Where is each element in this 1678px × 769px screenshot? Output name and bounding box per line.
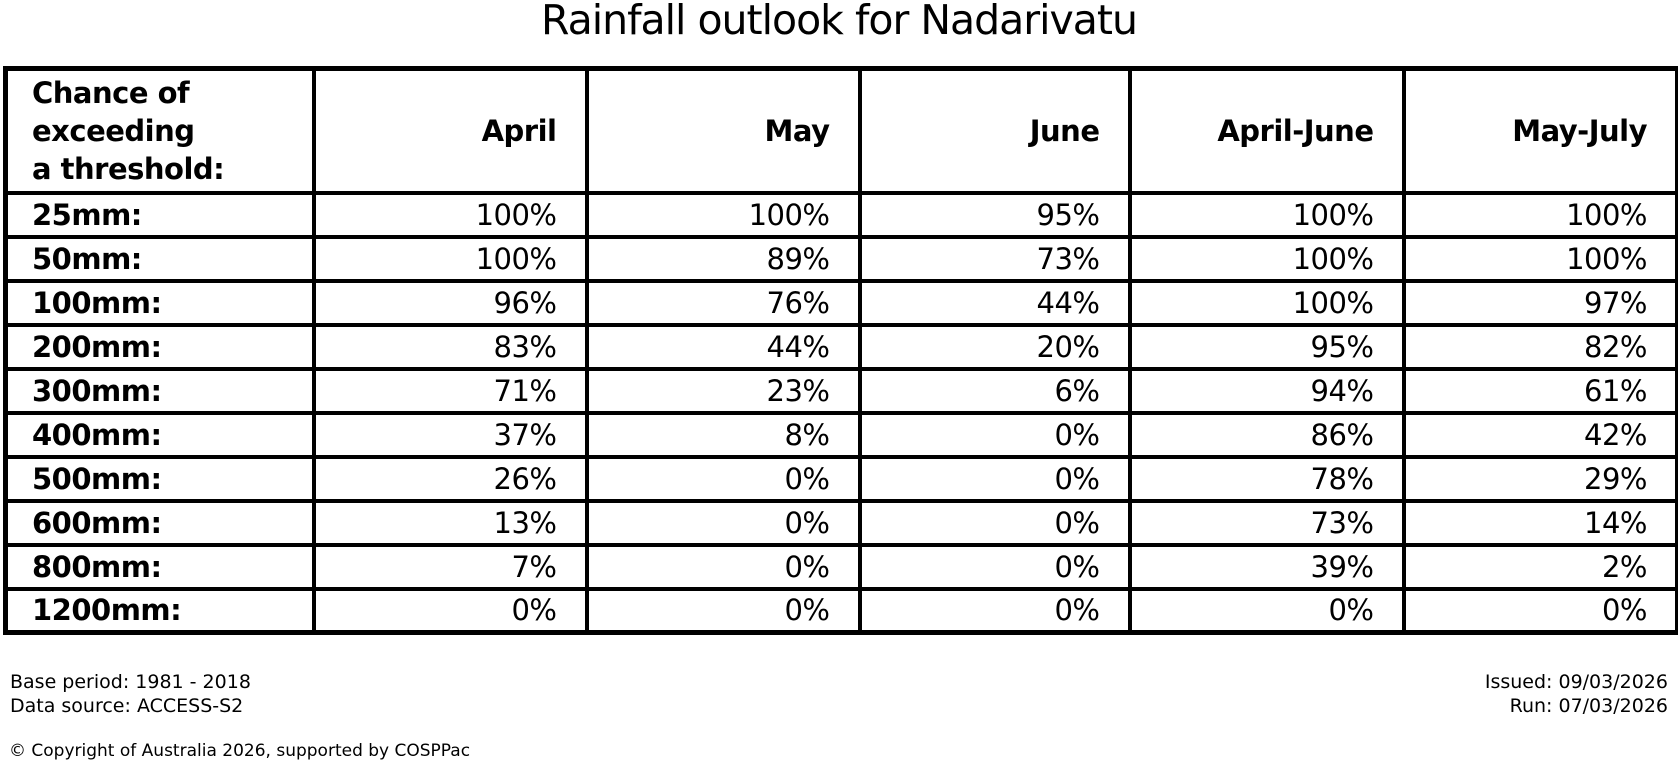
table-cell: 100% xyxy=(1127,234,1406,283)
corner-header-line: exceeding xyxy=(32,113,195,148)
table-cell: 100% xyxy=(1401,190,1678,239)
table-cell: 0% xyxy=(857,542,1132,591)
table-cell: 96% xyxy=(311,278,589,327)
column-header-april: April xyxy=(311,66,589,195)
row-label: 500mm: xyxy=(3,454,316,503)
table-cell: 0% xyxy=(857,410,1132,459)
row-label: 100mm: xyxy=(3,278,316,327)
table-row-1200mm: 1200mm: 0% 0% 0% 0% 0% xyxy=(3,586,1678,635)
table-cell: 13% xyxy=(311,498,589,547)
table-cell: 94% xyxy=(1127,366,1406,415)
corner-header-line: a threshold: xyxy=(32,151,225,186)
table-cell: 2% xyxy=(1401,542,1678,591)
table-cell: 95% xyxy=(857,190,1132,239)
table-cell: 71% xyxy=(311,366,589,415)
table-cell: 0% xyxy=(584,586,862,635)
table-cell: 89% xyxy=(584,234,862,283)
row-label: 200mm: xyxy=(3,322,316,371)
row-label: 50mm: xyxy=(3,234,316,283)
copyright-text: © Copyright of Australia 2026, supported… xyxy=(9,741,471,761)
table-cell: 0% xyxy=(1127,586,1406,635)
table-row-200mm: 200mm: 83% 44% 20% 95% 82% xyxy=(3,322,1678,371)
table-cell: 61% xyxy=(1401,366,1678,415)
table-row-50mm: 50mm: 100% 89% 73% 100% 100% xyxy=(3,234,1678,283)
table-cell: 100% xyxy=(584,190,862,239)
table-cell: 95% xyxy=(1127,322,1406,371)
table-cell: 0% xyxy=(584,454,862,503)
table-row-500mm: 500mm: 26% 0% 0% 78% 29% xyxy=(3,454,1678,503)
table-cell: 29% xyxy=(1401,454,1678,503)
column-header-may: May xyxy=(584,66,862,195)
table-row-400mm: 400mm: 37% 8% 0% 86% 42% xyxy=(3,410,1678,459)
table-cell: 0% xyxy=(584,542,862,591)
rainfall-outlook-table: Chance of exceeding a threshold: April M… xyxy=(3,66,1678,635)
table-cell: 39% xyxy=(1127,542,1406,591)
data-source-text: Data source: ACCESS-S2 xyxy=(10,695,244,717)
table-cell: 0% xyxy=(857,454,1132,503)
table-cell: 78% xyxy=(1127,454,1406,503)
table-cell: 100% xyxy=(1401,234,1678,283)
table-cell: 73% xyxy=(857,234,1132,283)
table-cell: 0% xyxy=(857,586,1132,635)
table-cell: 44% xyxy=(857,278,1132,327)
row-label: 800mm: xyxy=(3,542,316,591)
table-cell: 0% xyxy=(857,498,1132,547)
table-cell: 73% xyxy=(1127,498,1406,547)
table-cell: 83% xyxy=(311,322,589,371)
table-row-300mm: 300mm: 71% 23% 6% 94% 61% xyxy=(3,366,1678,415)
table-cell: 0% xyxy=(1401,586,1678,635)
row-label: 300mm: xyxy=(3,366,316,415)
row-label: 1200mm: xyxy=(3,586,316,635)
base-period-text: Base period: 1981 - 2018 xyxy=(10,671,251,693)
table-cell: 100% xyxy=(1127,278,1406,327)
table-cell: 86% xyxy=(1127,410,1406,459)
table-cell: 8% xyxy=(584,410,862,459)
table-row-800mm: 800mm: 7% 0% 0% 39% 2% xyxy=(3,542,1678,591)
column-header-april-june: April-June xyxy=(1127,66,1406,195)
table-cell: 7% xyxy=(311,542,589,591)
table-cell: 76% xyxy=(584,278,862,327)
row-label: 400mm: xyxy=(3,410,316,459)
column-header-june: June xyxy=(857,66,1132,195)
footnote-right: Issued: 09/03/2026 Run: 07/03/2026 xyxy=(1485,670,1668,718)
table-cell: 42% xyxy=(1401,410,1678,459)
header-row: Chance of exceeding a threshold: April M… xyxy=(3,66,1678,195)
page-title: Rainfall outlook for Nadarivatu xyxy=(541,0,1138,44)
table-cell: 23% xyxy=(584,366,862,415)
corner-header-line: Chance of xyxy=(32,75,190,110)
row-label: 25mm: xyxy=(3,190,316,239)
table-cell: 97% xyxy=(1401,278,1678,327)
table-cell: 26% xyxy=(311,454,589,503)
table-row-100mm: 100mm: 96% 76% 44% 100% 97% xyxy=(3,278,1678,327)
table-cell: 44% xyxy=(584,322,862,371)
row-label: 600mm: xyxy=(3,498,316,547)
table-row-600mm: 600mm: 13% 0% 0% 73% 14% xyxy=(3,498,1678,547)
footnote-left: Base period: 1981 - 2018 Data source: AC… xyxy=(10,670,251,718)
table-cell: 37% xyxy=(311,410,589,459)
issued-date-text: Issued: 09/03/2026 xyxy=(1484,671,1668,693)
corner-header: Chance of exceeding a threshold: xyxy=(3,66,316,195)
table-cell: 0% xyxy=(584,498,862,547)
table-cell: 100% xyxy=(311,190,589,239)
run-date-text: Run: 07/03/2026 xyxy=(1509,695,1668,717)
column-header-may-july: May-July xyxy=(1401,66,1678,195)
table-row-25mm: 25mm: 100% 100% 95% 100% 100% xyxy=(3,190,1678,239)
table-cell: 6% xyxy=(857,366,1132,415)
table-cell: 100% xyxy=(311,234,589,283)
table-cell: 14% xyxy=(1401,498,1678,547)
table-cell: 20% xyxy=(857,322,1132,371)
table-cell: 100% xyxy=(1127,190,1406,239)
table-cell: 82% xyxy=(1401,322,1678,371)
table-cell: 0% xyxy=(311,586,589,635)
